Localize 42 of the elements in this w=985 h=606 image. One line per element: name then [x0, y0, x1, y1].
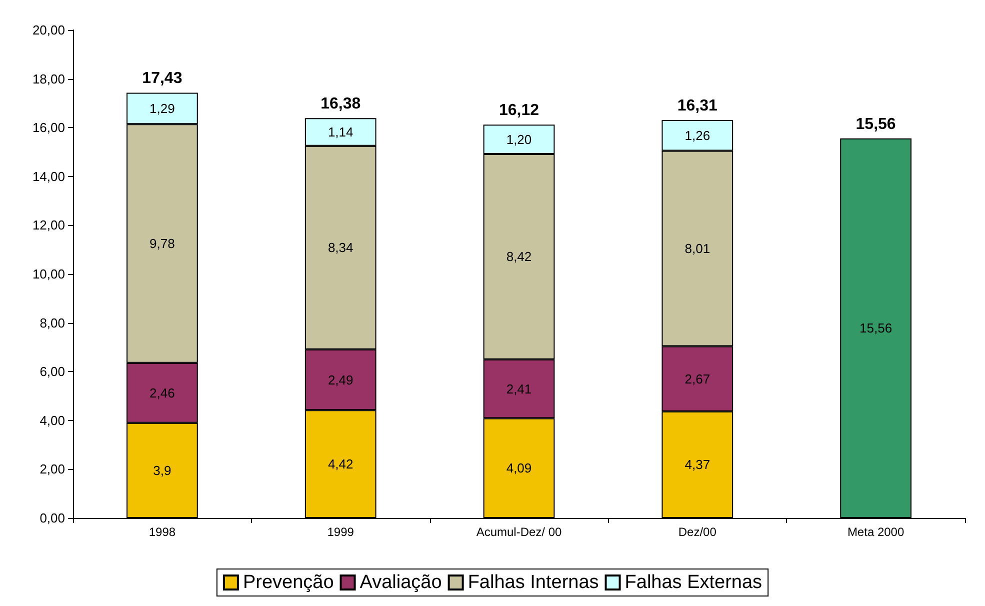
x-tick-label: Meta 2000: [847, 525, 904, 539]
y-tick-label: 10,00: [32, 266, 65, 282]
y-tick-label: 8,00: [40, 315, 65, 330]
x-tick-label: 1999: [327, 525, 354, 539]
y-tick-label: 2,00: [40, 462, 65, 477]
data-label: 2,41: [506, 381, 532, 396]
data-label: 8,01: [684, 241, 710, 256]
total-label: 16,38: [320, 96, 361, 113]
legend-label: Prevenção: [242, 572, 334, 593]
data-label: 2,49: [328, 372, 354, 388]
data-label: 3,9: [153, 462, 172, 478]
y-tick-label: 6,00: [40, 364, 65, 380]
x-tick-label: 1998: [148, 525, 176, 539]
data-label: 15,56: [860, 320, 892, 336]
total-label: 16,31: [677, 98, 718, 115]
total-label: 16,12: [498, 102, 540, 120]
total-label: 15,56: [856, 116, 896, 133]
y-tick-label: 0,00: [40, 510, 65, 526]
data-label: 1,26: [684, 128, 710, 143]
legend-label: Falhas Externas: [624, 572, 762, 593]
data-label: 4,09: [506, 460, 532, 476]
data-label: 4,42: [328, 456, 354, 472]
data-label: 1,20: [506, 132, 532, 147]
x-tick-label: Dez/00: [678, 525, 717, 539]
legend-label: Avaliação: [360, 572, 442, 593]
data-label: 2,67: [684, 371, 710, 386]
y-tick-label: 4,00: [40, 412, 65, 428]
data-label: 1,14: [328, 124, 354, 140]
y-tick-label: 12,00: [32, 218, 65, 233]
x-tick-label: Acumul-Dez/ 00: [476, 525, 562, 539]
legend-label: Falhas Internas: [468, 572, 599, 593]
y-tick-label: 14,00: [32, 168, 65, 184]
y-tick-label: 18,00: [32, 71, 65, 86]
data-label: 8,34: [328, 240, 354, 256]
y-tick-label: 16,00: [32, 120, 65, 136]
total-label: 17,43: [142, 70, 182, 88]
y-tick-label: 20,00: [32, 22, 65, 38]
data-label: 8,42: [506, 249, 532, 264]
data-label: 9,78: [150, 236, 175, 251]
data-label: 4,37: [684, 457, 710, 472]
data-label: 2,46: [150, 385, 175, 400]
data-label: 1,29: [150, 100, 175, 116]
